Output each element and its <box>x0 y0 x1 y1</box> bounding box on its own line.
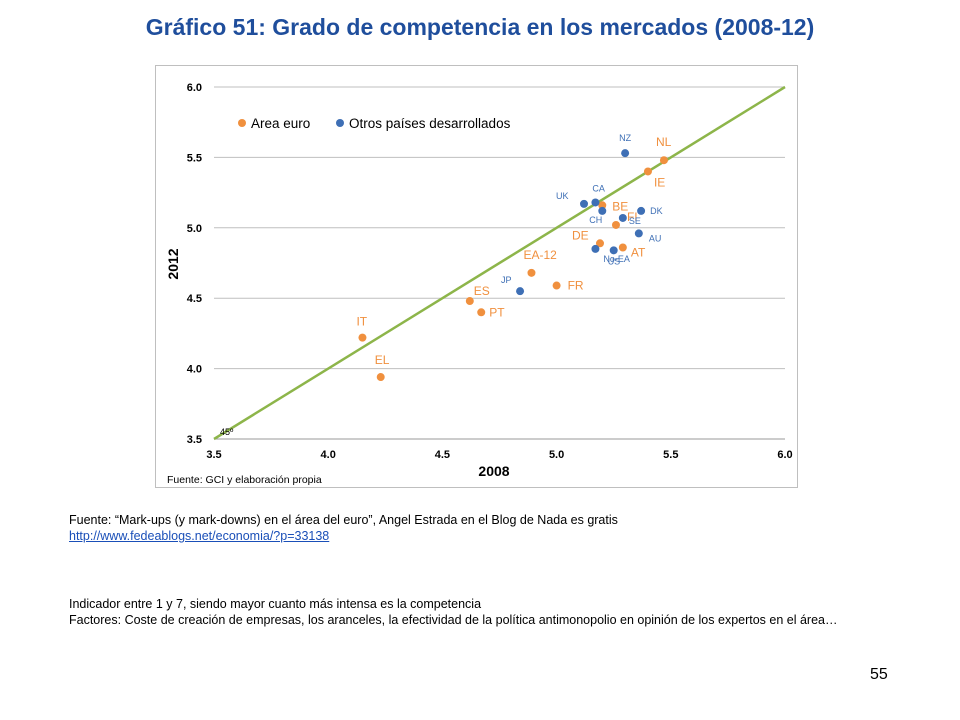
data-point <box>376 373 385 382</box>
chart-svg: 3.5 4.0 4.5 5.0 5.5 6.0 3.5 4.0 4.5 5.0 5.5 6.0 NL I… <box>165 82 793 486</box>
point-label: FR <box>568 279 584 293</box>
legend-label: Otros países desarrollados <box>349 116 511 131</box>
data-point <box>611 220 620 229</box>
axes: 3.5 4.0 4.5 5.0 5.5 6.0 3.5 4.0 4.5 5.0 5.5 6.0 <box>187 82 793 461</box>
x-tick-label: 5.5 <box>663 449 678 461</box>
note-factors: Factores: Coste de creación de empresas,… <box>69 613 838 627</box>
slide-title: Gráfico 51: Grado de competencia en los … <box>145 14 815 40</box>
data-point <box>598 206 607 215</box>
y-tick-label: 5.0 <box>187 223 202 235</box>
point-label: AT <box>631 246 646 260</box>
legend-label: Area euro <box>251 116 310 131</box>
page-number: 55 <box>870 666 888 683</box>
point-label: UK <box>556 191 569 201</box>
y-axis-title: 2012 <box>165 248 181 279</box>
x-tick-label: 3.5 <box>206 449 221 461</box>
point-label: IT <box>356 315 367 329</box>
data-point <box>618 243 627 252</box>
diagonal-label: 45º <box>220 427 234 437</box>
data-point <box>477 308 486 317</box>
y-tick-label: 4.0 <box>187 364 202 376</box>
point-label: No-EA <box>603 254 630 264</box>
data-point <box>552 281 561 290</box>
gridlines <box>214 86 785 370</box>
data-point <box>634 229 643 238</box>
data-point <box>465 297 474 306</box>
data-points: NL IE BE DE FI AT EA-12 FR ES PT IT EL NZ UK CA CH SE DK A… <box>356 133 672 382</box>
chart-legend: Area euro Otros países desarrollados <box>238 116 511 131</box>
y-tick-label: 6.0 <box>187 82 202 94</box>
data-point <box>358 333 367 342</box>
point-label: JP <box>501 275 512 285</box>
data-point <box>618 213 627 222</box>
point-label: FI <box>627 210 638 224</box>
data-point <box>659 156 668 165</box>
source-block: Fuente: “Mark-ups (y mark-downs) en el á… <box>69 512 909 544</box>
source-text: Fuente: “Mark-ups (y mark-downs) en el á… <box>69 513 618 527</box>
x-axis-title: 2008 <box>478 463 509 479</box>
data-point <box>580 199 589 208</box>
data-point <box>595 239 604 248</box>
diagonal-line <box>213 85 786 441</box>
notes-block: Indicador entre 1 y 7, siendo mayor cuan… <box>69 596 911 628</box>
scatter-chart: 3.5 4.0 4.5 5.0 5.5 6.0 3.5 4.0 4.5 5.0 5.5 6.0 NL I… <box>155 65 798 488</box>
point-label: PT <box>489 305 505 319</box>
point-label: CA <box>592 183 605 193</box>
point-label: IE <box>654 175 665 189</box>
x-tick-label: 5.0 <box>549 449 564 461</box>
point-label: DK <box>650 206 663 216</box>
point-label: SE <box>629 216 641 226</box>
data-point <box>591 198 600 207</box>
data-point <box>591 244 600 253</box>
chart-source-note: Fuente: GCI y elaboración propia <box>167 474 322 486</box>
x-tick-label: 6.0 <box>777 449 792 461</box>
source-link[interactable]: http://www.fedeablogs.net/economia/?p=33… <box>69 529 330 543</box>
y-tick-label: 4.5 <box>187 293 202 305</box>
point-label: NZ <box>619 133 631 143</box>
point-label: ES <box>474 284 490 298</box>
note-indicator: Indicador entre 1 y 7, siendo mayor cuan… <box>69 597 482 611</box>
x-tick-label: 4.0 <box>321 449 336 461</box>
data-point <box>643 167 652 176</box>
point-label: BE <box>612 199 628 213</box>
point-label: CH <box>589 215 602 225</box>
diagonal-45-line <box>213 85 786 441</box>
data-point <box>516 287 525 296</box>
data-point <box>609 246 618 255</box>
point-label: NL <box>656 135 672 149</box>
legend-marker <box>238 119 246 127</box>
x-tick-label: 4.5 <box>435 449 450 461</box>
y-tick-label: 3.5 <box>187 434 202 446</box>
point-label: US <box>608 256 621 266</box>
point-label: EL <box>375 353 390 367</box>
point-label: AU <box>649 233 662 243</box>
data-point <box>598 201 607 210</box>
legend-marker <box>336 119 344 127</box>
data-point <box>527 268 536 277</box>
point-label: EA-12 <box>523 248 557 262</box>
y-tick-label: 5.5 <box>187 152 202 164</box>
point-label: DE <box>572 228 589 242</box>
data-point <box>621 149 630 158</box>
data-point <box>637 206 646 215</box>
